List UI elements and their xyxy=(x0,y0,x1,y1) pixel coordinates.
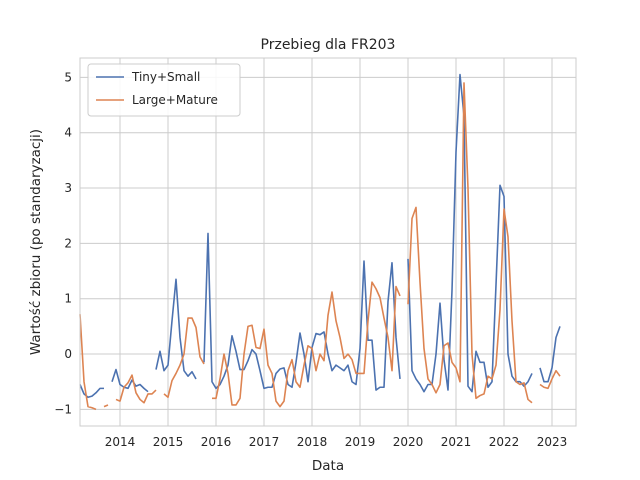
x-tick-label: 2019 xyxy=(345,435,376,449)
series-line-tiny-small xyxy=(79,73,561,399)
y-tick-label: 5 xyxy=(64,70,72,84)
x-tick-label: 2017 xyxy=(249,435,280,449)
y-tick-label: 1 xyxy=(64,292,72,306)
y-tick-label: 3 xyxy=(64,181,72,195)
x-tick-label: 2022 xyxy=(489,435,520,449)
legend-label-large-mature: Large+Mature xyxy=(132,93,218,107)
plot-frame xyxy=(79,57,577,427)
y-tick-label: −1 xyxy=(54,402,72,416)
x-tick-label: 2023 xyxy=(537,435,568,449)
x-tick-label: 2021 xyxy=(441,435,472,449)
legend-label-tiny-small: Tiny+Small xyxy=(131,70,200,84)
x-tick-label: 2014 xyxy=(105,435,136,449)
chart-title: Przebieg dla FR203 xyxy=(261,37,396,53)
legend: Tiny+Small Large+Mature xyxy=(87,63,241,117)
x-tick-label: 2020 xyxy=(393,435,424,449)
series-layer xyxy=(79,73,561,411)
y-tick-label: 0 xyxy=(64,347,72,361)
y-axis-label: Wartość zbioru (po standaryzacji) xyxy=(28,129,44,355)
x-tick-labels: 2014 2015 2016 2017 2018 2019 2020 2021 2022 2023 xyxy=(105,435,568,449)
x-tick-label: 2016 xyxy=(201,435,232,449)
y-tick-label: 4 xyxy=(64,126,72,140)
y-tick-label: 2 xyxy=(64,236,72,250)
x-axis-label: Data xyxy=(312,458,344,474)
legend-box xyxy=(87,63,241,117)
y-tick-labels: −1 0 1 2 3 4 5 xyxy=(54,70,72,416)
x-tick-label: 2018 xyxy=(297,435,328,449)
series-line-large-mature xyxy=(79,82,561,411)
x-tick-label: 2015 xyxy=(153,435,184,449)
